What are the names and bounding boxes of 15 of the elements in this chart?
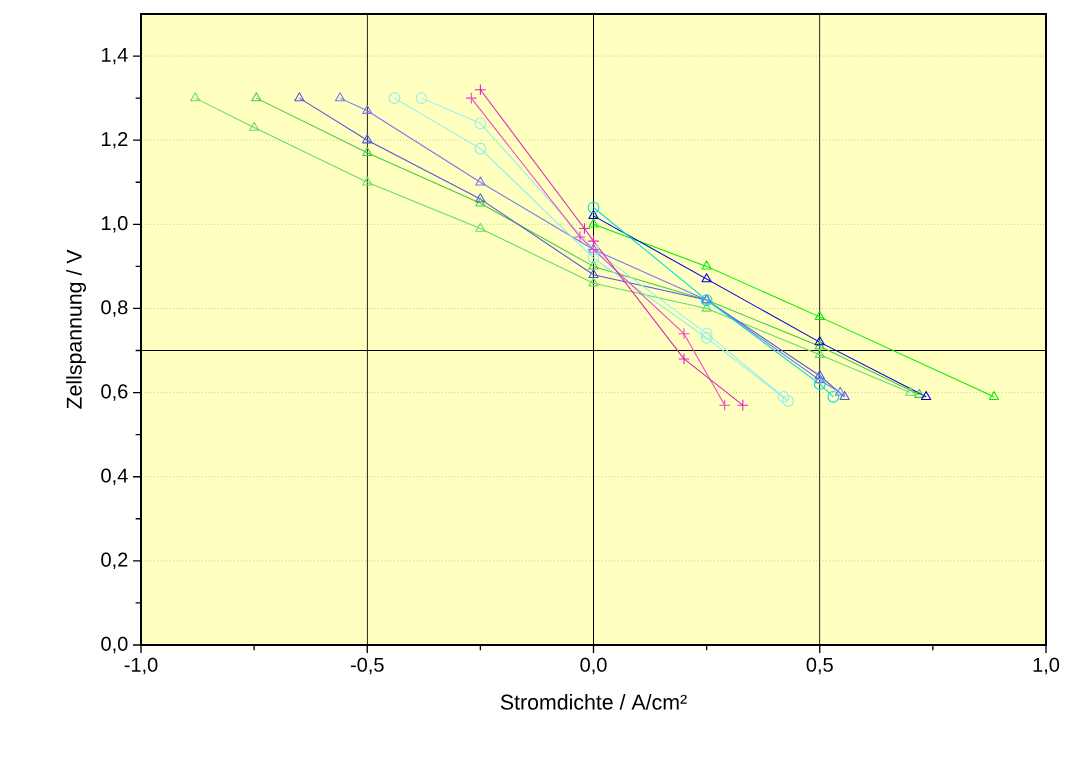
y-tick-label: 0,2	[101, 552, 128, 570]
y-tick-label: 0,0	[101, 636, 128, 654]
x-tick-label: 0,0	[580, 657, 607, 675]
y-tick-label: 1,0	[102, 216, 128, 233]
y-axis-title: Zellspannung / V	[66, 249, 87, 409]
y-tick-label: 0,6	[101, 384, 128, 401]
y-tick-label: 1,2	[102, 131, 128, 149]
x-axis-title: Stromdichte / A/cm²	[500, 694, 687, 710]
x-tick-label: 0,5	[806, 657, 833, 675]
y-tick-label: 1,4	[102, 47, 128, 65]
x-tick-label: 1,0	[1033, 657, 1060, 675]
x-tick-label: -1,0	[124, 657, 158, 675]
x-tick-label: -0,5	[350, 657, 384, 675]
y-tick-label: 0,4	[101, 468, 128, 485]
y-tick-label: 0,8	[101, 300, 128, 317]
